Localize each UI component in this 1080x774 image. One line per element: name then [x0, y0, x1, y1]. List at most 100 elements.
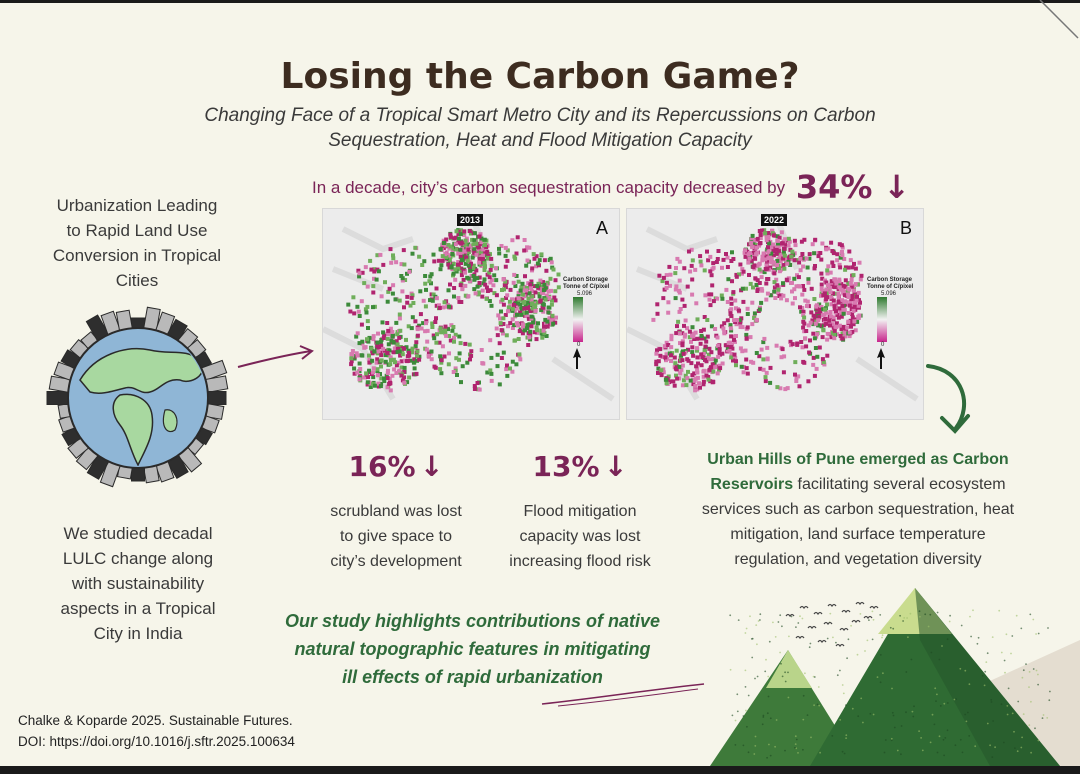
texture-speck [970, 635, 972, 638]
map-pixel [544, 293, 549, 298]
map-pixel [691, 353, 696, 358]
map-pixel [406, 350, 411, 355]
map-pixel [523, 328, 527, 333]
map-pixel [459, 251, 464, 256]
texture-speck [750, 638, 753, 640]
bird-icon [841, 609, 851, 614]
texture-speck [889, 626, 892, 629]
texture-speck [757, 620, 760, 622]
map-pixel [387, 286, 392, 291]
map-pixel [512, 323, 517, 328]
map-pixel [740, 349, 745, 354]
map-pixel [402, 375, 407, 380]
map-pixel [388, 355, 393, 360]
map-pixel [697, 381, 701, 386]
map-pixel [800, 345, 805, 350]
map-pixel [510, 369, 515, 374]
map-pixel [730, 250, 734, 255]
map-pixel [454, 247, 459, 252]
map-pixel [849, 324, 853, 329]
texture-speck [799, 615, 801, 618]
map-pixel [402, 305, 406, 310]
map-pixel [703, 293, 708, 298]
texture-speck [766, 712, 769, 715]
map-pixel [501, 331, 505, 336]
map-pixel [751, 285, 755, 290]
map-pixel [485, 289, 490, 293]
map-pixel [440, 344, 445, 349]
texture-speck [744, 669, 747, 672]
map-pixel [458, 283, 463, 288]
map-pixel [426, 351, 431, 356]
map-pixel [720, 296, 725, 301]
map-pixel [553, 298, 558, 303]
map-pixel [663, 355, 668, 360]
texture-speck [986, 652, 989, 655]
map-pixel [826, 264, 831, 269]
map-pixel [479, 240, 484, 245]
map-pixel [350, 349, 355, 353]
map-pixel [348, 309, 353, 314]
texture-speck [883, 751, 886, 754]
map-pixel [658, 353, 663, 358]
map-pixel [825, 353, 830, 358]
legend-min: 0 [881, 342, 885, 348]
map-pixel [516, 290, 521, 295]
map-pixel [743, 348, 748, 353]
texture-speck [969, 615, 971, 618]
map-pixel [779, 355, 784, 360]
texture-speck [890, 739, 893, 742]
map-pixel [730, 342, 734, 347]
top-border [0, 0, 1080, 3]
texture-speck [964, 669, 967, 672]
texture-speck [934, 687, 937, 690]
map-pixel [763, 375, 768, 380]
texture-speck [903, 617, 906, 619]
map-pixel [734, 363, 738, 368]
map-pixel [839, 243, 844, 248]
map-pixel [399, 373, 404, 378]
map-pixel [832, 336, 837, 341]
map-pixel [688, 378, 693, 383]
map-pixel [708, 357, 713, 362]
texture-speck [991, 636, 994, 638]
map-pixel [784, 277, 789, 282]
map-pixel [804, 329, 809, 333]
texture-speck [744, 632, 747, 634]
map-pixel [498, 321, 503, 326]
map-pixel [525, 245, 529, 250]
map-pixel [378, 340, 383, 345]
texture-speck [841, 750, 844, 753]
map-pixel [407, 269, 412, 274]
map-pixel [709, 324, 714, 329]
map-pixel [414, 371, 419, 376]
map-pixel [441, 305, 446, 310]
map-pixel [850, 306, 855, 311]
texture-speck [856, 653, 859, 656]
map-pixel [493, 266, 498, 271]
map-pixel [775, 238, 780, 243]
texture-speck [755, 624, 758, 626]
map-pixel [828, 270, 833, 275]
texture-speck [882, 672, 884, 675]
map-pixel [705, 355, 710, 360]
map-pixel [766, 277, 771, 281]
map-pixel [489, 263, 494, 268]
texture-speck [931, 713, 934, 716]
map-pixel [793, 296, 797, 301]
map-pixel [480, 361, 485, 366]
texture-speck [1020, 746, 1023, 749]
map-pixel [383, 280, 387, 285]
map-pixel [369, 267, 374, 272]
map-pixel [460, 364, 465, 369]
map-pixel [711, 369, 716, 374]
map-pixel [371, 284, 376, 289]
map-pixel [544, 268, 549, 273]
map-pixel [357, 314, 362, 318]
map-pixel [779, 296, 784, 301]
stat-scrubland: 16% ↓ [316, 450, 476, 483]
map-pixel [764, 297, 769, 302]
map-pixel [372, 383, 377, 388]
map-pixel [716, 249, 721, 253]
map-pixel [713, 327, 718, 331]
